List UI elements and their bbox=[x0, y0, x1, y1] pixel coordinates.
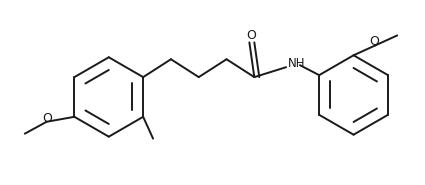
Text: NH: NH bbox=[288, 57, 306, 70]
Text: O: O bbox=[369, 35, 380, 48]
Text: O: O bbox=[246, 29, 256, 42]
Text: O: O bbox=[42, 112, 53, 125]
